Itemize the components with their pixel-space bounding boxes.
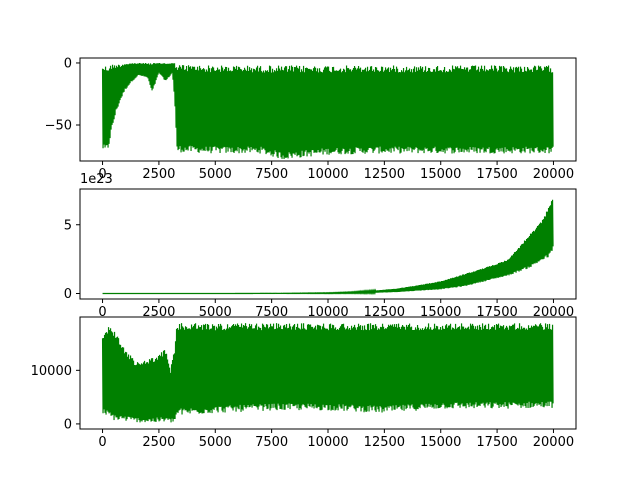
- x-tick-label: 5000: [199, 305, 232, 320]
- x-tick-label: 0: [98, 167, 106, 182]
- x-tick-label: 17500: [476, 167, 517, 182]
- subplots: 0 2500 5000 7500 10000 12500 15000 17500 200000−…: [31, 56, 577, 450]
- y-tick-label: 5: [64, 218, 72, 233]
- y-tick-label: 0: [64, 417, 72, 432]
- x-tick-label: 17500: [476, 305, 517, 320]
- x-tick-label: 10000: [307, 305, 348, 320]
- subplot-2: 0 2500 5000 7500 10000 12500 15000 17500 20000 0 5…: [64, 172, 577, 320]
- x-tick-label: 2500: [142, 305, 175, 320]
- x-tick-label: 5000: [199, 435, 232, 450]
- x-tick-label: 15000: [420, 305, 461, 320]
- subplot-3: 0 2500 5000 7500 10000 12500 15000 17500 20000 0 1…: [31, 316, 577, 450]
- y-offset-label: 1e23: [80, 172, 113, 187]
- x-tick-label: 12500: [364, 167, 405, 182]
- series-1-line: [102, 199, 554, 296]
- x-tick-label: 0: [98, 435, 106, 450]
- series-1-line: [101, 62, 554, 160]
- x-tick-label: 7500: [255, 305, 288, 320]
- x-tick-label: 7500: [255, 167, 288, 182]
- y-tick-label: −50: [45, 119, 72, 134]
- x-tick-label: 2500: [142, 167, 175, 182]
- x-tick-label: 20000: [533, 435, 574, 450]
- x-tick-label: 12500: [364, 435, 405, 450]
- x-tick-label: 12500: [364, 305, 405, 320]
- subplot-1: 0 2500 5000 7500 10000 12500 15000 17500 20000 0 −…: [45, 56, 577, 182]
- x-tick-label: 0: [98, 305, 106, 320]
- y-tick-label: 0: [64, 56, 72, 71]
- x-tick-label: 20000: [533, 167, 574, 182]
- x-tick-label: 15000: [420, 167, 461, 182]
- x-tick-label: 2500: [142, 435, 175, 450]
- x-tick-label: 17500: [476, 435, 517, 450]
- x-tick-label: 10000: [307, 167, 348, 182]
- x-tick-label: 20000: [533, 305, 574, 320]
- x-tick-label: 5000: [199, 167, 232, 182]
- y-tick-label: 0: [64, 287, 72, 302]
- series-1-line: [101, 323, 554, 423]
- x-tick-label: 15000: [420, 435, 461, 450]
- x-tick-label: 10000: [307, 435, 348, 450]
- x-tick-label: 7500: [255, 435, 288, 450]
- y-tick-label: 10000: [31, 364, 72, 379]
